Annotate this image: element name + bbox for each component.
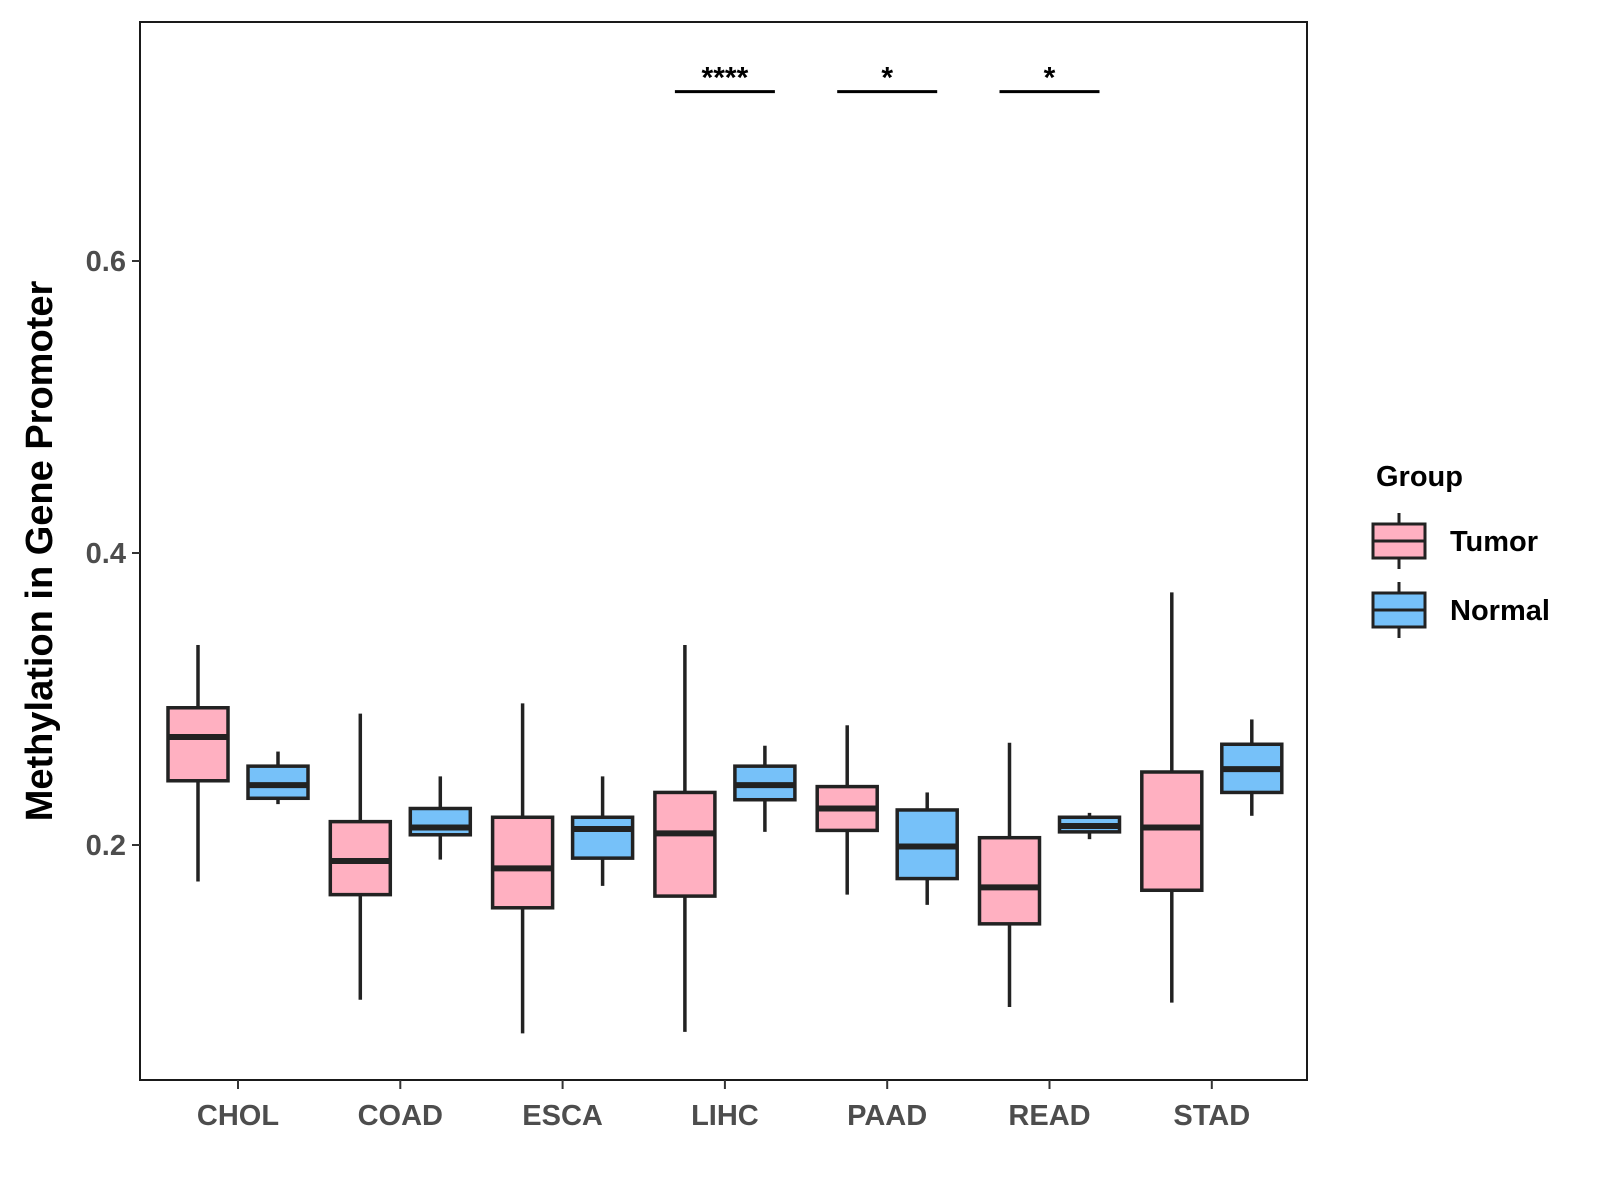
significance-annotations: **** * *: [674, 62, 1100, 95]
box-tumor-chol: [166, 644, 230, 882]
plot-panel-border: [139, 21, 1308, 1081]
legend-title: Group: [1376, 461, 1463, 493]
box-groups: [166, 592, 1284, 1034]
box-body: [570, 815, 635, 860]
x-axis: CHOL COAD ESCA LIHC PAAD READ STAD: [197, 1080, 1250, 1132]
box-body: [653, 790, 717, 898]
legend-entry-normal: Normal: [1371, 582, 1550, 638]
box-tumor-read: [977, 742, 1042, 1008]
significance-label: *: [1044, 62, 1056, 95]
box-tumor-lihc: [653, 644, 717, 1032]
box-normal-paad: [895, 792, 959, 905]
box-tumor-stad: [1140, 592, 1204, 1003]
box-tumor-paad: [815, 725, 879, 895]
y-tick-label: 0.4: [86, 538, 126, 570]
box-normal-coad: [408, 776, 473, 860]
box-tumor-coad: [328, 713, 393, 1000]
x-tick-label: COAD: [358, 1100, 443, 1132]
legend-label: Tumor: [1450, 526, 1538, 558]
significance-label: *: [881, 62, 893, 95]
y-axis-title: Methylation in Gene Promoter: [19, 281, 61, 822]
significance-lihc: ****: [674, 62, 775, 95]
box-normal-stad: [1220, 719, 1284, 816]
x-tick-label: STAD: [1173, 1100, 1250, 1132]
box-body: [408, 806, 473, 837]
box-normal-read: [1057, 812, 1122, 840]
significance-paad: *: [837, 62, 938, 95]
box-normal-esca: [570, 776, 635, 886]
legend-entry-tumor: Tumor: [1371, 513, 1538, 569]
x-tick-label: PAAD: [847, 1100, 927, 1132]
box-tumor-esca: [490, 703, 555, 1034]
significance-label: ****: [702, 62, 749, 95]
box-body: [166, 706, 230, 783]
significance-read: *: [999, 62, 1100, 95]
y-tick-label: 0.2: [86, 830, 126, 862]
y-axis: 0.2 0.4 0.6: [86, 246, 140, 862]
box-normal-lihc: [733, 745, 797, 832]
legend: Group Tumor Normal: [1371, 461, 1550, 638]
x-tick-label: READ: [1008, 1100, 1090, 1132]
legend-label: Normal: [1450, 595, 1550, 627]
x-tick-label: CHOL: [197, 1100, 279, 1132]
box-body: [977, 835, 1042, 926]
box-normal-chol: [246, 751, 310, 805]
x-tick-label: LIHC: [691, 1100, 759, 1132]
box-body: [1140, 770, 1204, 893]
y-tick-label: 0.6: [86, 246, 126, 278]
box-body: [490, 815, 555, 910]
x-tick-label: ESCA: [522, 1100, 603, 1132]
